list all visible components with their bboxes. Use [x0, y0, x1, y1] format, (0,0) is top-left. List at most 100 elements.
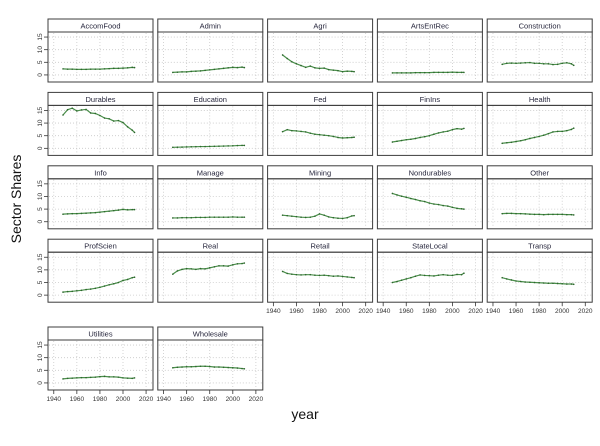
- series-point: [195, 216, 197, 219]
- series-point: [327, 68, 330, 71]
- series-point: [66, 68, 69, 70]
- series-point: [195, 365, 197, 368]
- series-point: [437, 71, 440, 74]
- series-point: [552, 213, 554, 216]
- panel-border: [47, 104, 154, 156]
- series-point: [243, 367, 246, 370]
- series-point: [400, 139, 403, 142]
- series-point: [433, 275, 435, 277]
- series-point: [218, 68, 220, 70]
- series-point: [172, 273, 174, 275]
- y-tick-label: 0: [37, 146, 44, 150]
- panel-border: [157, 178, 264, 230]
- series-point: [300, 216, 302, 218]
- panel-border: [267, 178, 374, 230]
- series-point: [524, 213, 527, 215]
- panel-border: [376, 104, 483, 156]
- panel-retail: Retail 1940 1960 1980 2000 2020: [266, 238, 374, 315]
- series-point: [227, 216, 229, 218]
- series-point: [529, 137, 531, 140]
- series-point: [295, 273, 298, 276]
- series-point: [414, 137, 417, 140]
- series-point: [510, 212, 513, 215]
- series-point: [62, 291, 64, 293]
- panel-wholesale: Wholesale 1940 1960 1980 2000 2020: [156, 326, 264, 403]
- series-point: [122, 279, 124, 282]
- panel-title: Admin: [200, 22, 221, 31]
- series-point: [71, 68, 74, 70]
- series-point: [213, 68, 216, 71]
- series-point: [446, 205, 449, 207]
- series-point: [218, 265, 220, 267]
- series-point: [89, 288, 92, 290]
- series-point: [208, 145, 211, 148]
- series-point: [108, 117, 110, 120]
- series-line: [392, 127, 465, 143]
- series-point: [213, 366, 216, 368]
- panel-profscien: ProfScien 0 5 10 15: [37, 238, 154, 303]
- series-point: [122, 377, 124, 379]
- series-point: [199, 267, 202, 270]
- series-point: [71, 377, 74, 379]
- series-point: [199, 216, 202, 219]
- series-point: [85, 288, 87, 291]
- series-point: [236, 367, 239, 369]
- series-point: [515, 212, 517, 215]
- series-point: [446, 130, 449, 132]
- series-point: [76, 212, 78, 215]
- series-point: [204, 268, 206, 270]
- series-point: [286, 272, 289, 275]
- series-point: [131, 377, 134, 380]
- y-tick-label: 5: [37, 60, 44, 64]
- series-point: [213, 145, 216, 148]
- series-point: [332, 275, 335, 277]
- x-tick-label: 2020: [249, 396, 264, 403]
- series-point: [103, 210, 106, 213]
- series-point: [199, 365, 202, 368]
- series-point: [570, 63, 573, 65]
- series-point: [89, 376, 92, 379]
- series-point: [108, 376, 110, 378]
- series-point: [195, 70, 197, 72]
- series-point: [117, 119, 120, 122]
- series-point: [463, 208, 465, 210]
- y-tick-label: 10: [37, 46, 44, 54]
- series-point: [318, 274, 321, 277]
- series-point: [185, 267, 188, 270]
- series-point: [396, 280, 398, 283]
- panel-border: [376, 251, 483, 303]
- series-point: [232, 264, 234, 266]
- series-point: [108, 67, 110, 70]
- series-point: [561, 130, 563, 133]
- panel-border: [486, 104, 593, 156]
- series-point: [85, 108, 87, 111]
- series-point: [524, 138, 527, 141]
- series-point: [341, 275, 344, 278]
- y-tick-label: 0: [37, 220, 44, 224]
- x-tick-label: 2000: [555, 308, 570, 315]
- series-point: [117, 281, 120, 284]
- series-point: [419, 71, 421, 74]
- series-point: [204, 216, 206, 219]
- series-point: [66, 108, 69, 111]
- y-tick-label: 15: [37, 341, 44, 349]
- series-point: [391, 141, 394, 143]
- series-point: [241, 216, 243, 218]
- series-point: [529, 61, 531, 64]
- series-point: [451, 71, 454, 73]
- panel-title: Health: [529, 95, 551, 104]
- series-point: [566, 283, 568, 285]
- series-point: [542, 134, 545, 136]
- series-point: [410, 72, 412, 74]
- x-tick-label: 2000: [116, 396, 131, 403]
- series-point: [126, 126, 129, 128]
- series-point: [346, 216, 349, 219]
- series-point: [232, 145, 234, 147]
- series-point: [524, 62, 527, 64]
- series-point: [410, 197, 412, 200]
- x-tick-label: 1960: [509, 308, 524, 315]
- panel-border: [267, 251, 374, 303]
- panel-admin: Admin: [157, 18, 264, 83]
- series-point: [99, 68, 101, 70]
- series-point: [351, 136, 353, 139]
